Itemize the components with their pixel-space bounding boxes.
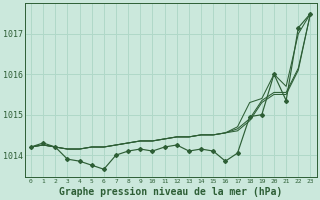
X-axis label: Graphe pression niveau de la mer (hPa): Graphe pression niveau de la mer (hPa) [59, 186, 282, 197]
